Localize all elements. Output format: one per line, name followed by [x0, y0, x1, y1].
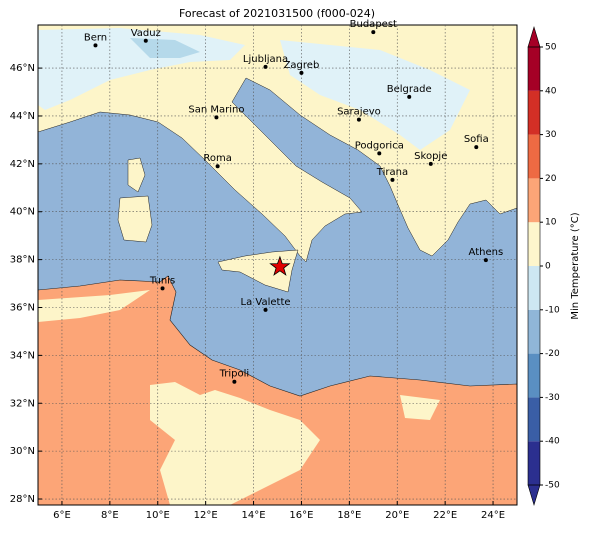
city-dot: [263, 307, 268, 312]
colorbar-tick-label: 10: [545, 218, 557, 228]
city-label: Budapest: [350, 19, 397, 30]
y-tick-label: 32°N: [10, 398, 35, 409]
colorbar-tick-label: 20: [545, 174, 557, 184]
city-dot: [160, 286, 165, 291]
sardinia: [117, 195, 153, 243]
x-tick-label: 10°E: [146, 510, 170, 521]
city-dot: [371, 30, 376, 35]
x-tick-label: 24°E: [481, 510, 505, 521]
city-dot: [215, 164, 220, 169]
title: Forecast of 2021031500 (f000-024): [179, 7, 375, 20]
x-tick-label: 14°E: [242, 510, 266, 521]
colorbar-segment: [528, 353, 540, 398]
city-label: Tunis: [149, 275, 175, 286]
colorbar-arrow: [527, 484, 541, 507]
warm-area: [38, 290, 150, 322]
city-label: Athens: [469, 247, 504, 258]
city-label: Vaduz: [131, 28, 161, 39]
y-tick-label: 30°N: [10, 446, 35, 457]
colorbar-tick-label: -10: [545, 305, 560, 315]
x-tick-label: 12°E: [194, 510, 218, 521]
y-tick-label: 36°N: [10, 302, 35, 313]
y-tick-label: 28°N: [10, 494, 35, 505]
colorbar-tick-label: -50: [545, 481, 560, 491]
colorbar-tick-label: 30: [545, 130, 557, 140]
x-tick-label: 6°E: [53, 510, 71, 521]
city-label: Sarajevo: [337, 107, 381, 118]
colorbar-segment: [528, 178, 540, 223]
colorbar-tick-label: -20: [545, 349, 560, 359]
cold-area: [38, 28, 245, 110]
city-dot: [474, 145, 479, 150]
colorbar-tick-label: -30: [545, 393, 560, 403]
city-dot: [377, 151, 382, 156]
city-label: Tripoli: [219, 369, 250, 380]
city-label: Belgrade: [387, 84, 432, 95]
colorbar-segment: [528, 90, 540, 135]
city-label: Roma: [203, 153, 232, 164]
colorbar-label: Min Temperature (°C): [570, 212, 581, 319]
city-dot: [390, 177, 395, 182]
city-label: Skopje: [414, 151, 447, 162]
map-frame: [37, 24, 518, 506]
x-tick-label: 22°E: [433, 510, 457, 521]
y-tick-label: 40°N: [10, 207, 35, 218]
colorbar-segment: [528, 134, 540, 179]
colorbar-segment: [528, 47, 540, 91]
city-dot: [214, 115, 219, 120]
y-tick-label: 46°N: [10, 63, 35, 74]
corsica: [127, 157, 146, 193]
sicily: [217, 249, 299, 293]
colorbar-arrow: [527, 25, 541, 48]
warm-area: [400, 395, 440, 420]
y-tick-label: 38°N: [10, 255, 35, 266]
x-tick-label: 8°E: [101, 510, 119, 521]
city-dot: [299, 70, 304, 75]
colorbar-segment: [528, 266, 540, 310]
city-label: Podgorica: [355, 140, 404, 151]
x-tick-label: 16°E: [289, 510, 313, 521]
colorbar-segment: [528, 397, 540, 442]
city-dot: [143, 38, 148, 43]
colorbar-tick-label: -40: [545, 437, 560, 447]
city-dot: [232, 379, 237, 384]
colorbar-segment: [528, 309, 540, 354]
y-tick-label: 34°N: [10, 350, 35, 361]
city-dot: [483, 258, 488, 263]
cold-area: [130, 38, 200, 58]
city-dot: [428, 161, 433, 166]
x-tick-label: 20°E: [385, 510, 409, 521]
city-label: Sofia: [464, 134, 489, 145]
city-label: Zagreb: [284, 60, 320, 71]
city-label: Ljubljana: [243, 54, 288, 65]
colorbar-tick-label: 0: [545, 262, 551, 272]
colorbar-tick-label: 40: [545, 86, 557, 96]
y-tick-label: 42°N: [10, 159, 35, 170]
city-label: San Marino: [188, 104, 244, 115]
city-label: Tirana: [376, 167, 408, 178]
cold-area: [280, 40, 470, 150]
colorbar-segment: [528, 222, 540, 266]
city-label: La Valette: [241, 297, 291, 308]
location-marker: [269, 255, 291, 276]
y-tick-label: 44°N: [10, 111, 35, 122]
colorbar-segment: [528, 441, 540, 485]
city-dot: [93, 43, 98, 48]
colorbar-tick-label: 50: [545, 43, 557, 53]
city-dot: [407, 94, 412, 99]
city-dot: [263, 64, 268, 69]
x-tick-label: 18°E: [337, 510, 361, 521]
city-label: Bern: [84, 32, 107, 43]
warm-area: [150, 382, 320, 505]
city-dot: [356, 117, 361, 122]
